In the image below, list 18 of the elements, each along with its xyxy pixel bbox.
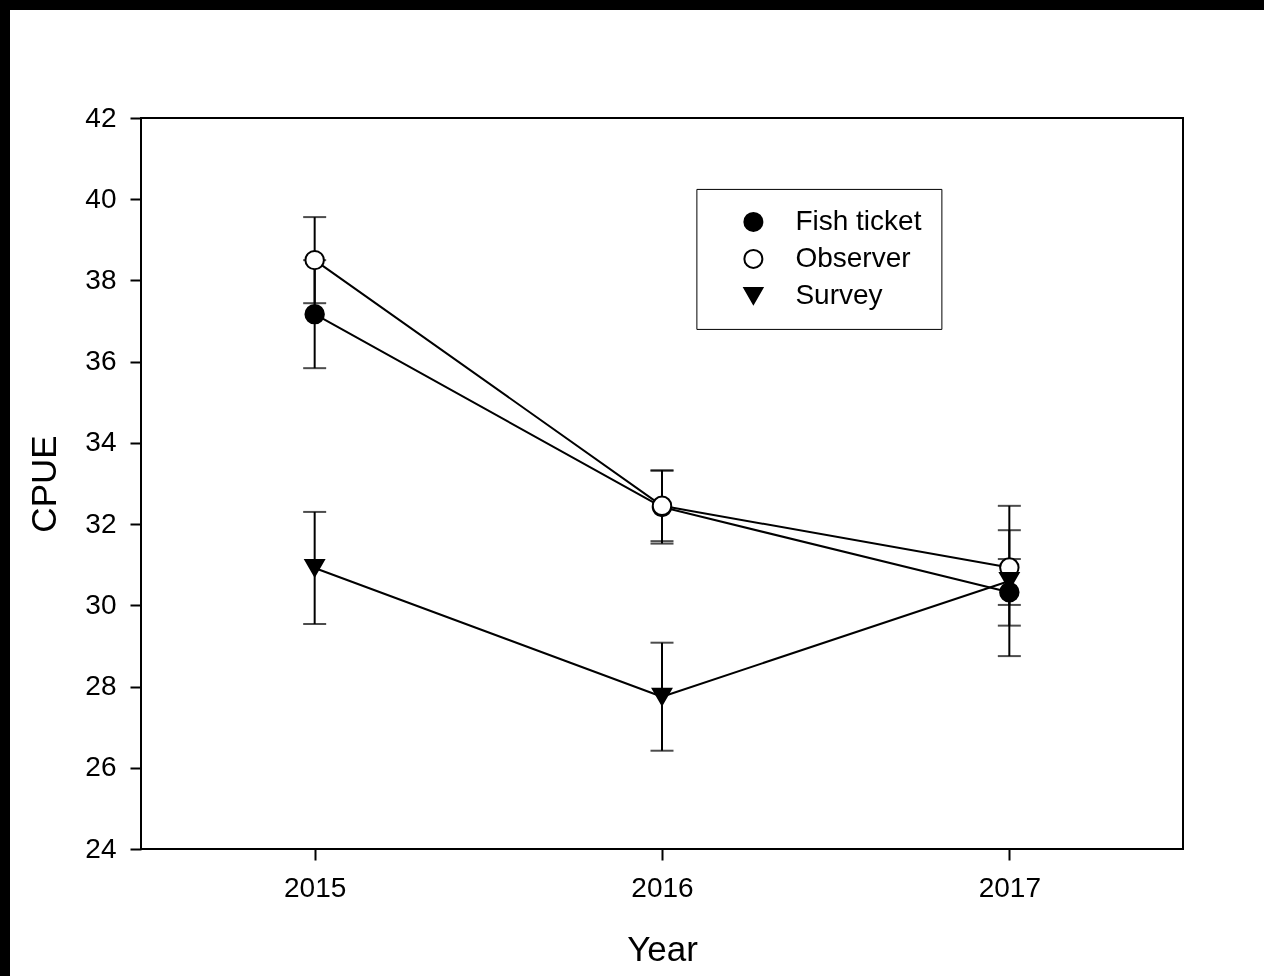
legend-label: Survey: [795, 278, 883, 310]
y-tick-label: 38: [85, 263, 117, 295]
x-tick-label: 2016: [631, 871, 694, 903]
x-tick-label: 2015: [284, 871, 347, 903]
y-tick-label: 40: [85, 182, 117, 214]
legend-label: Observer: [795, 241, 911, 273]
legend-label: Fish ticket: [795, 204, 922, 236]
y-tick-label: 26: [85, 751, 117, 783]
y-tick-label: 32: [85, 507, 117, 539]
y-axis-title: CPUE: [24, 435, 64, 533]
y-tick-label: 36: [85, 345, 117, 377]
y-tick-label: 30: [85, 588, 117, 620]
y-tick-label: 34: [85, 426, 117, 458]
x-tick-label: 2017: [978, 871, 1041, 903]
y-tick-label: 28: [85, 670, 117, 702]
x-axis-title: Year: [627, 928, 699, 968]
y-tick-label: 42: [85, 101, 117, 133]
y-tick-label: 24: [85, 832, 117, 864]
